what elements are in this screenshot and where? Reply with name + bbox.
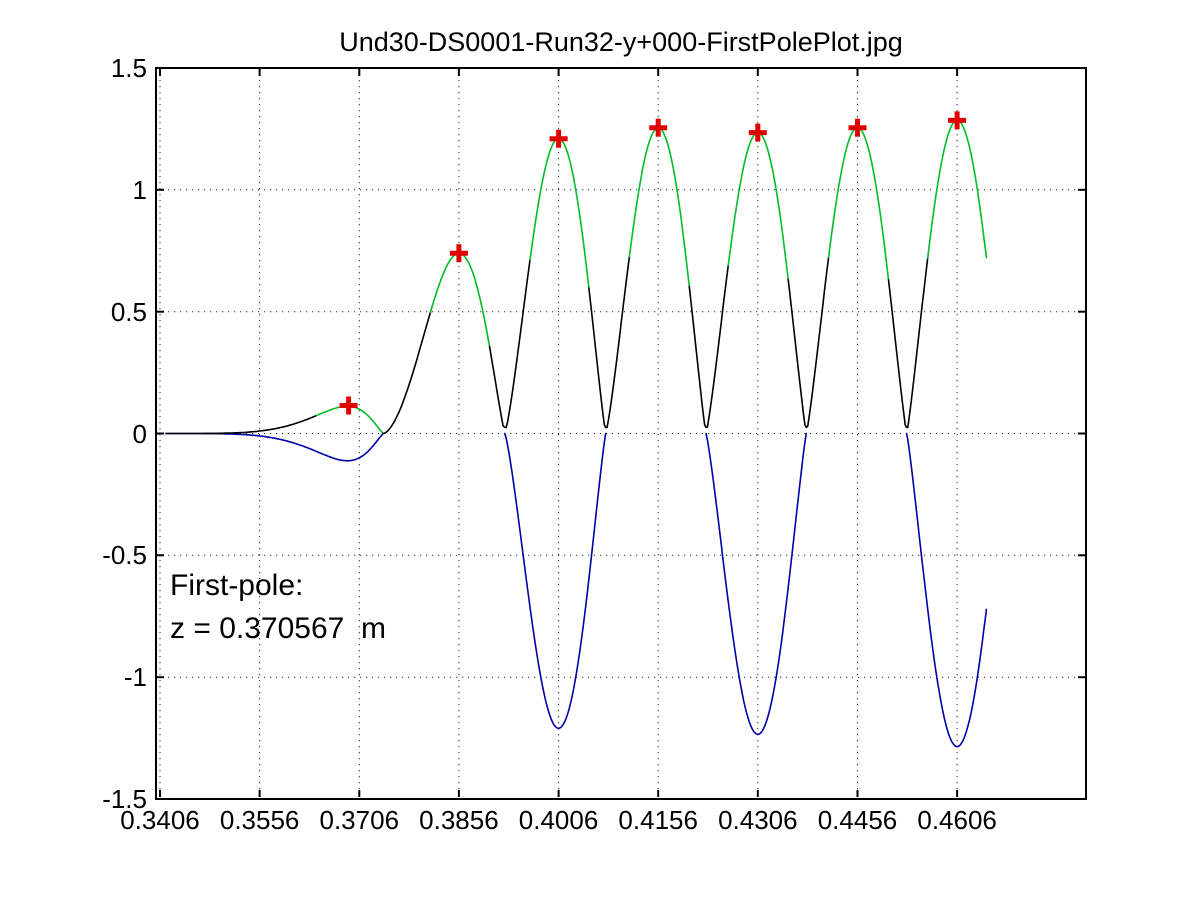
plot-canvas — [155, 67, 1087, 800]
field-magnitude-segment — [588, 255, 631, 429]
field-magnitude-segment — [488, 259, 531, 429]
field-curve-segment — [165, 432, 384, 462]
field-magnitude-segment — [887, 257, 929, 429]
chart-title: Und30-DS0001-Run32-y+000-FirstPolePlot.j… — [339, 27, 903, 57]
pole-highlight-segment — [827, 126, 890, 281]
pole-highlight-segment — [529, 137, 590, 289]
pole-highlight-segment — [429, 252, 491, 348]
plot-area — [155, 67, 1087, 800]
x-tick-label: 0.4456 — [817, 805, 898, 835]
field-magnitude-segment — [688, 264, 730, 429]
field-magnitude-segment — [165, 414, 318, 435]
first-pole-label: First-pole: — [170, 569, 304, 602]
x-tick-label: 0.4306 — [718, 805, 798, 835]
y-tick-label: -0.5 — [102, 540, 147, 571]
field-magnitude-segment — [787, 256, 830, 429]
field-magnitude-segment — [382, 311, 432, 435]
y-tick-label: 1 — [132, 174, 147, 205]
y-tick-label: 0.5 — [110, 296, 147, 327]
y-tick-label: 1.5 — [110, 53, 147, 83]
field-curve-segment — [905, 432, 988, 748]
x-tick-label: 0.4606 — [917, 805, 997, 835]
field-curve-segment — [705, 432, 808, 736]
x-tick-label: 0.4006 — [518, 805, 599, 835]
x-tick-label: 0.4156 — [618, 805, 698, 835]
y-tick-label: -1 — [123, 662, 147, 693]
first-pole-value: z = 0.370567 m — [170, 612, 386, 645]
x-tick-label: 0.3406 — [120, 805, 200, 835]
axes-box — [155, 67, 1087, 800]
y-tick-label: -1.5 — [102, 784, 147, 814]
pole-highlight-segment — [628, 126, 691, 288]
y-tick-label: 0 — [132, 418, 147, 449]
x-tick-label: 0.3556 — [219, 805, 300, 835]
x-tick-label: 0.3856 — [419, 805, 499, 835]
field-curve-segment — [503, 432, 607, 730]
x-tick-label: 0.3706 — [319, 805, 400, 835]
